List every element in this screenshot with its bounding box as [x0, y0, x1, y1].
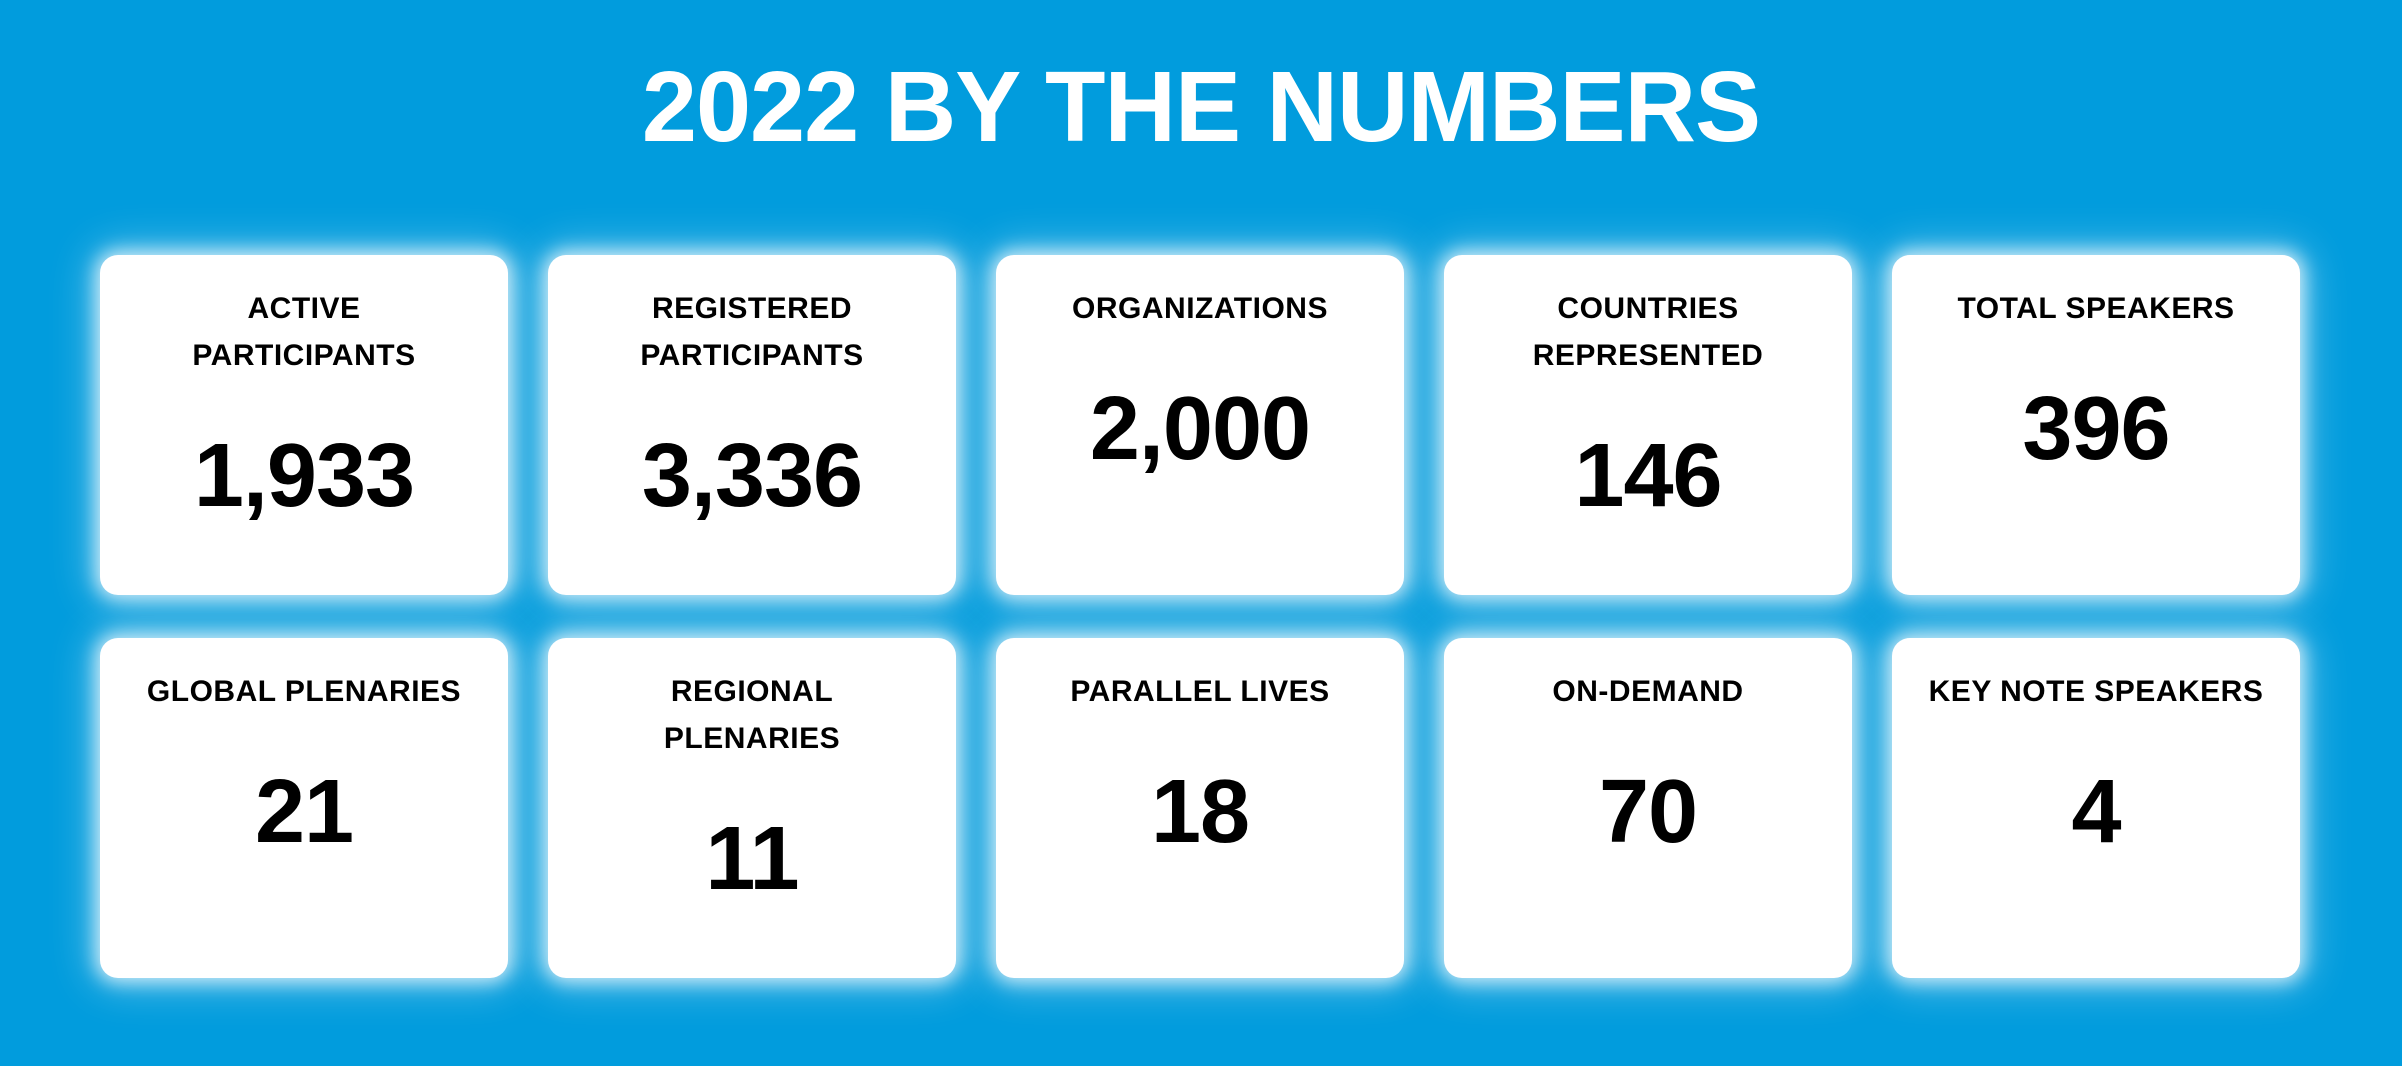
stat-value: 146	[1574, 426, 1722, 526]
stat-card-regional-plenaries: REGIONAL PLENARIES 11	[548, 638, 956, 978]
stat-card-countries-represented: COUNTRIES REPRESENTED 146	[1444, 255, 1852, 595]
stat-value: 18	[1150, 762, 1250, 862]
stat-value: 70	[1598, 762, 1698, 862]
stat-label: GLOBAL PLENARIES	[146, 675, 462, 708]
stat-value: 396	[2022, 379, 2170, 479]
stat-value: 1,933	[193, 426, 415, 526]
stat-value: 21	[254, 762, 354, 862]
stat-label: COUNTRIES REPRESENTED	[1532, 292, 1764, 372]
stat-card-registered-participants: REGISTERED PARTICIPANTS 3,336	[548, 255, 956, 595]
stat-card-organizations: ORGANIZATIONS 2,000	[996, 255, 1404, 595]
stat-value: 11	[705, 809, 799, 909]
stat-card-parallel-lives: PARALLEL LIVES 18	[996, 638, 1404, 978]
stat-value: 4	[2071, 762, 2121, 862]
stat-card-total-speakers: TOTAL SPEAKERS 396	[1892, 255, 2300, 595]
stat-label: TOTAL SPEAKERS	[1957, 292, 2235, 325]
page-title: 2022 BY THE NUMBERS	[641, 51, 1761, 163]
stat-card-key-note-speakers: KEY NOTE SPEAKERS 4	[1892, 638, 2300, 978]
stat-label: KEY NOTE SPEAKERS	[1928, 675, 2264, 708]
stat-grid: ACTIVE PARTICIPANTS 1,933 REGISTERED PAR…	[100, 255, 2300, 978]
stat-label: ORGANIZATIONS	[1072, 292, 1328, 325]
stat-label: ACTIVE PARTICIPANTS	[192, 292, 416, 372]
stat-label: REGISTERED PARTICIPANTS	[640, 292, 864, 372]
stat-label: ON-DEMAND	[1552, 675, 1744, 708]
stat-card-active-participants: ACTIVE PARTICIPANTS 1,933	[100, 255, 508, 595]
stat-label: REGIONAL PLENARIES	[663, 675, 841, 755]
stat-card-on-demand: ON-DEMAND 70	[1444, 638, 1852, 978]
stat-value: 2,000	[1089, 379, 1311, 479]
stat-label: PARALLEL LIVES	[1070, 675, 1330, 708]
stat-card-global-plenaries: GLOBAL PLENARIES 21	[100, 638, 508, 978]
stat-value: 3,336	[641, 426, 863, 526]
